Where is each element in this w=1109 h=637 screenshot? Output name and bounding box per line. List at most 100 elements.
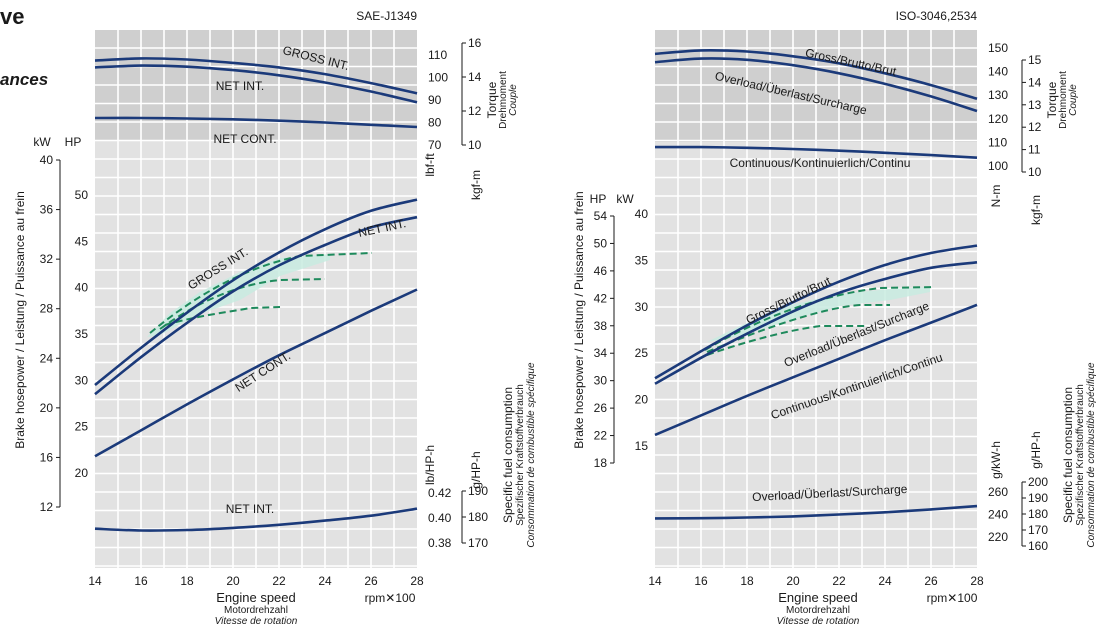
sae-torque-label: Couple bbox=[508, 84, 519, 116]
iso-series-torque-curve bbox=[654, 145, 978, 159]
sae-series-fuel-curve bbox=[94, 507, 418, 532]
page-title-fragment: ve bbox=[0, 4, 25, 29]
sae-dashed-curve bbox=[164, 306, 281, 326]
sae-right-tick-label: 12 bbox=[468, 104, 482, 118]
sae-left-tick-label: 24 bbox=[40, 351, 54, 365]
iso-fuel-label: Spezifischer Kraftstoffverbrauch bbox=[1075, 384, 1086, 526]
iso-right-tick-label: 15 bbox=[1028, 53, 1042, 67]
sae-torque-label: Drehmoment bbox=[498, 71, 509, 129]
iso-x-axis-label: Engine speed bbox=[778, 590, 858, 605]
iso-right-tick-label: 260 bbox=[988, 485, 1008, 499]
sae-x-axis-label: Vitesse de rotation bbox=[215, 616, 298, 627]
iso-x-tick-label: 26 bbox=[924, 574, 938, 588]
iso-series-label: Continuous/Kontinuierlich/Continu bbox=[730, 156, 911, 170]
sae-right-tick-label: 14 bbox=[468, 70, 482, 84]
sae-left-tick-label: 50 bbox=[75, 188, 89, 202]
iso-axis-unit: HP bbox=[590, 192, 607, 206]
iso-left-tick-label: 40 bbox=[635, 207, 649, 221]
iso-series-power-curve bbox=[654, 244, 978, 380]
sae-series-power-curve bbox=[94, 198, 418, 387]
sae-fuel-label: Specific fuel consumption bbox=[501, 387, 515, 523]
iso-right-tick-label: 14 bbox=[1028, 75, 1042, 89]
iso-fuel-label: Specific fuel consumption bbox=[1061, 387, 1075, 523]
sae-right-tick-label: 110 bbox=[428, 48, 447, 62]
iso-power-label: Brake hosepower / Leistung / Puissance a… bbox=[572, 191, 586, 448]
sae-dashed-curve bbox=[149, 252, 373, 334]
iso-right-tick-label: 130 bbox=[988, 88, 1008, 102]
sae-series-torque-curve bbox=[94, 116, 418, 129]
iso-torque-label: Couple bbox=[1068, 84, 1079, 116]
sae-axis-unit: lbf-ft bbox=[423, 153, 437, 177]
sae-left-tick-label: 20 bbox=[40, 401, 54, 415]
sae-series-torque-curve bbox=[94, 57, 418, 95]
sae-left-tick-label: 40 bbox=[40, 153, 54, 167]
iso-x-unit-label: rpm✕100 bbox=[927, 591, 978, 605]
iso-left-tick-label: 42 bbox=[594, 291, 608, 305]
sae-left-tick-label: 45 bbox=[75, 234, 89, 248]
iso-axis-unit: kgf-m bbox=[1029, 195, 1043, 225]
sae-left-tick-label: 35 bbox=[75, 327, 89, 341]
iso-left-tick-label: 30 bbox=[635, 300, 649, 314]
sae-right-tick-label: 70 bbox=[428, 138, 442, 152]
sae-x-tick-label: 14 bbox=[88, 574, 102, 588]
sae-x-tick-label: 16 bbox=[134, 574, 148, 588]
iso-left-tick-label: 26 bbox=[594, 401, 608, 415]
iso-left-tick-label: 20 bbox=[635, 393, 649, 407]
sae-torque-label: Torque bbox=[485, 81, 499, 118]
sae-right-tick-label: 10 bbox=[468, 138, 482, 152]
iso-x-tick-label: 18 bbox=[740, 574, 754, 588]
iso-axis-unit: kW bbox=[616, 192, 634, 206]
iso-left-tick-label: 35 bbox=[635, 253, 649, 267]
iso-x-axis-label: Vitesse de rotation bbox=[777, 616, 860, 627]
sae-right-tick-label: 100 bbox=[428, 71, 448, 85]
sae-left-tick-label: 36 bbox=[40, 203, 54, 217]
iso-left-tick-label: 38 bbox=[594, 319, 608, 333]
iso-left-tick-label: 18 bbox=[594, 456, 608, 470]
iso-right-tick-label: 170 bbox=[1028, 523, 1048, 537]
iso-x-axis-label: Motordrehzahl bbox=[786, 605, 850, 616]
iso-chart-title: ISO-3046,2534 bbox=[896, 9, 978, 23]
iso-right-tick-label: 100 bbox=[988, 159, 1008, 173]
iso-left-tick-label: 30 bbox=[594, 374, 608, 388]
sae-series-power-curve bbox=[94, 288, 418, 458]
sae-x-axis-label: Engine speed bbox=[216, 590, 296, 605]
iso-series-power-curve bbox=[654, 303, 978, 437]
iso-x-tick-label: 20 bbox=[786, 574, 800, 588]
sae-x-tick-label: 20 bbox=[226, 574, 240, 588]
iso-right-tick-label: 150 bbox=[988, 41, 1008, 55]
iso-right-tick-label: 180 bbox=[1028, 507, 1048, 521]
iso-right-tick-label: 190 bbox=[1028, 491, 1048, 505]
sae-axis-unit: kgf-m bbox=[469, 170, 483, 200]
sae-axis-unit: HP bbox=[65, 135, 82, 149]
sae-series-label: NET INT. bbox=[216, 79, 264, 93]
sae-right-tick-label: 170 bbox=[468, 536, 488, 550]
iso-x-tick-label: 22 bbox=[832, 574, 846, 588]
sae-axis-unit: lb/HP-h bbox=[423, 445, 437, 485]
sae-x-tick-label: 24 bbox=[318, 574, 332, 588]
sae-left-tick-label: 20 bbox=[75, 466, 89, 480]
iso-left-tick-label: 22 bbox=[594, 429, 608, 443]
sae-series-label: NET CONT. bbox=[213, 132, 276, 146]
iso-right-tick-label: 220 bbox=[988, 530, 1008, 544]
iso-left-tick-label: 46 bbox=[594, 264, 608, 278]
sae-x-tick-label: 26 bbox=[364, 574, 378, 588]
iso-series-fuel-curve bbox=[654, 504, 978, 520]
sae-left-tick-label: 40 bbox=[75, 281, 89, 295]
iso-x-tick-label: 16 bbox=[694, 574, 708, 588]
iso-fuel-label: Consommation de combustible spécifique bbox=[1086, 362, 1097, 548]
sae-left-tick-label: 32 bbox=[40, 252, 54, 266]
sae-x-unit-label: rpm✕100 bbox=[365, 591, 416, 605]
iso-right-tick-label: 10 bbox=[1028, 165, 1042, 179]
sae-series-label: NET INT. bbox=[226, 502, 274, 516]
sae-left-tick-label: 12 bbox=[40, 500, 54, 514]
iso-x-tick-label: 28 bbox=[970, 574, 984, 588]
sae-right-tick-label: 80 bbox=[428, 116, 442, 130]
sae-left-tick-label: 25 bbox=[75, 420, 89, 434]
iso-series-torque-curve bbox=[654, 48, 978, 100]
iso-left-tick-label: 25 bbox=[635, 346, 649, 360]
sae-right-tick-label: 90 bbox=[428, 93, 442, 107]
iso-torque-label: Drehmoment bbox=[1058, 71, 1069, 129]
sae-right-tick-label: 0.42 bbox=[428, 486, 452, 500]
iso-left-tick-label: 50 bbox=[594, 236, 608, 250]
